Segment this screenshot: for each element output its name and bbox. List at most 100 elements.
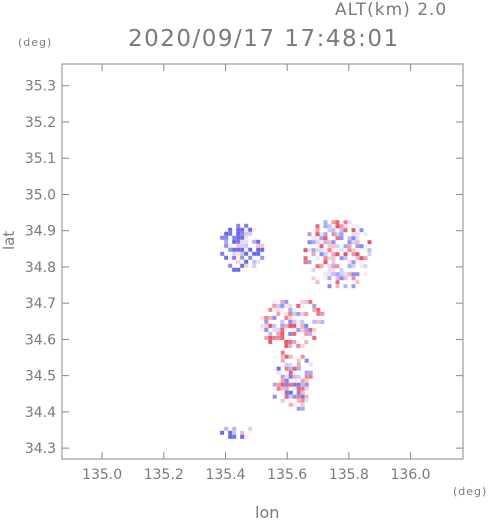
echo-cell [276, 378, 281, 383]
echo-cell [284, 386, 289, 391]
echo-cell [288, 402, 293, 407]
timestamp-title: 2020/09/17 17:48:01 [128, 26, 400, 52]
echo-cell [288, 319, 293, 324]
echo-cell [260, 255, 265, 260]
echo-cell [300, 406, 305, 411]
echo-cell [339, 232, 344, 237]
echo-cell [300, 303, 305, 308]
echo-cell [319, 232, 324, 237]
echo-cell [264, 335, 269, 340]
echo-cell [323, 240, 328, 245]
echo-cell [228, 227, 233, 232]
echo-cell [244, 243, 249, 248]
echo-cell [339, 268, 344, 273]
echo-cell [343, 228, 348, 233]
echo-cell [248, 231, 253, 236]
echo-cell [335, 276, 340, 281]
echo-cell [315, 264, 320, 269]
echo-cell [320, 319, 325, 324]
echo-cell [232, 434, 237, 439]
echo-cell [347, 260, 352, 265]
echo-cell [303, 260, 308, 265]
echo-cell [220, 430, 225, 435]
echo-cell [335, 256, 340, 261]
echo-cell [256, 251, 261, 256]
echo-cell [296, 339, 301, 344]
echo-cell [252, 251, 257, 256]
echo-cell [307, 232, 312, 237]
echo-cell [304, 327, 309, 332]
echo-cell [280, 335, 285, 340]
echo-cell [288, 366, 293, 371]
echo-cell [367, 240, 372, 245]
echo-cell [232, 235, 237, 240]
echo-cell [307, 260, 312, 265]
echo-cell [296, 406, 301, 411]
y-tick-label: 34.6 [25, 332, 56, 348]
echo-cell [339, 256, 344, 261]
echo-cell [268, 335, 273, 340]
echo-cell [228, 430, 233, 435]
echo-cell [228, 231, 233, 236]
echo-cell [272, 315, 277, 320]
echo-cell [323, 276, 328, 281]
echo-cell [343, 284, 348, 289]
echo-cell [343, 272, 348, 277]
y-tick-label: 34.8 [25, 260, 56, 276]
echo-cell [304, 323, 309, 328]
echo-cell [355, 232, 360, 237]
echo-cell [296, 394, 301, 399]
axis-ticks: 135.0 135.2 135.4 135.6 135.8 136.0 34.3 34.4 34… [25, 64, 463, 483]
echo-cell [335, 272, 340, 277]
echo-cell [363, 232, 368, 237]
echo-cell [296, 358, 301, 363]
echo-cell [363, 256, 368, 261]
echo-cell [280, 299, 285, 304]
echo-cell [304, 299, 309, 304]
echo-cell [331, 240, 336, 245]
echo-cell [323, 256, 328, 261]
echo-cell [276, 335, 281, 340]
echo-cell [304, 394, 309, 399]
y-tick-label: 35.3 [25, 79, 56, 95]
echo-cell [315, 280, 320, 285]
echo-cell [311, 248, 316, 253]
echo-cell [272, 323, 277, 328]
echo-cell [347, 240, 352, 245]
echo-cell [327, 272, 332, 277]
echo-cell [331, 268, 336, 273]
echo-cell [240, 255, 245, 260]
echo-cell [248, 255, 253, 260]
echo-cell [292, 315, 297, 320]
data-cells [220, 220, 372, 439]
echo-cell [335, 236, 340, 241]
echo-cell [307, 240, 312, 245]
echo-cell [288, 311, 293, 316]
echo-cell [347, 236, 352, 241]
echo-cell [312, 331, 317, 336]
echo-cell [308, 374, 313, 379]
echo-cell [327, 244, 332, 249]
echo-cell [355, 236, 360, 241]
echo-cell [288, 343, 293, 348]
echo-cell [296, 382, 301, 387]
echo-cell [240, 235, 245, 240]
echo-cell [355, 244, 360, 249]
echo-cell [300, 299, 305, 304]
echo-cell [296, 374, 301, 379]
echo-cell [220, 247, 225, 252]
echo-cell [280, 350, 285, 355]
echo-cell [244, 263, 249, 268]
echo-cell [351, 232, 356, 237]
echo-cell [272, 335, 277, 340]
echo-cell [300, 390, 305, 395]
echo-cell [319, 272, 324, 277]
echo-cell [240, 263, 245, 268]
x-tick-label: 135.2 [144, 467, 184, 483]
echo-cell [308, 370, 313, 375]
echo-cell [355, 240, 360, 245]
echo-cell [355, 256, 360, 261]
echo-cell [323, 260, 328, 265]
echo-cell [312, 303, 317, 308]
